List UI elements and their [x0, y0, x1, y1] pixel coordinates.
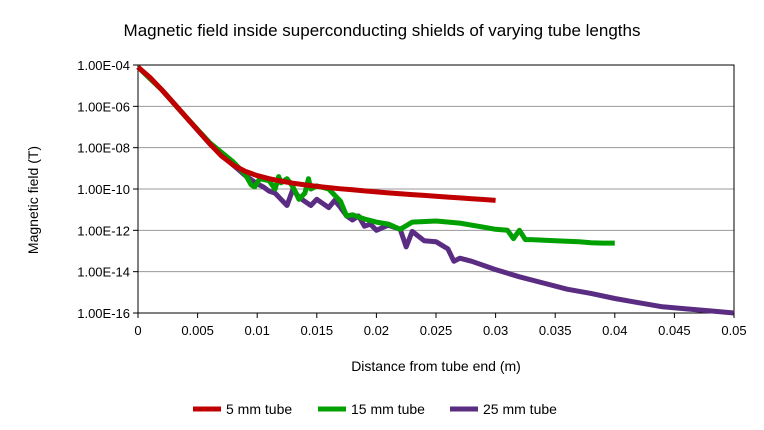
- legend-label: 15 mm tube: [351, 401, 425, 417]
- y-tick-label: 1.00E-12: [77, 223, 130, 238]
- x-tick-label: 0.03: [483, 323, 508, 338]
- x-tick-label: 0.025: [420, 323, 453, 338]
- y-tick-label: 1.00E-04: [77, 58, 130, 73]
- legend: 5 mm tube 15 mm tube 25 mm tube: [193, 401, 557, 417]
- y-axis-label: Magnetic field (T): [25, 146, 41, 254]
- x-tick-label: 0.01: [245, 323, 270, 338]
- y-axis-ticks: 1.00E-04 1.00E-06 1.00E-08 1.00E-10 1.00E-12…: [77, 58, 138, 321]
- x-tick-label: 0.04: [602, 323, 627, 338]
- gridlines: [138, 64, 734, 314]
- series-line-25-mm-tube: [136, 65, 735, 316]
- x-tick-label: 0.02: [364, 323, 389, 338]
- y-tick-label: 1.00E-08: [77, 141, 130, 156]
- series-line-5-mm-tube: [136, 65, 496, 203]
- x-axis-label: Distance from tube end (m): [351, 358, 521, 374]
- y-tick-label: 1.00E-14: [77, 265, 130, 280]
- series-group: [136, 65, 735, 316]
- x-tick-label: 0.005: [181, 323, 214, 338]
- x-tick-label: 0.035: [539, 323, 572, 338]
- y-tick-label: 1.00E-10: [77, 182, 130, 197]
- x-tick-label: 0.045: [658, 323, 691, 338]
- chart-title: Magnetic field inside superconducting sh…: [124, 21, 641, 40]
- legend-label: 5 mm tube: [226, 401, 292, 417]
- x-tick-label: 0.015: [301, 323, 334, 338]
- y-tick-label: 1.00E-06: [77, 99, 130, 114]
- x-tick-label: 0: [134, 323, 141, 338]
- y-tick-label: 1.00E-16: [77, 306, 130, 321]
- series-line-15-mm-tube: [136, 65, 615, 246]
- x-axis-ticks: 0 0.005 0.01 0.015 0.02 0.025 0.03 0.035 0.04 0.0…: [134, 313, 747, 338]
- x-tick-label: 0.05: [721, 323, 746, 338]
- legend-label: 25 mm tube: [483, 401, 557, 417]
